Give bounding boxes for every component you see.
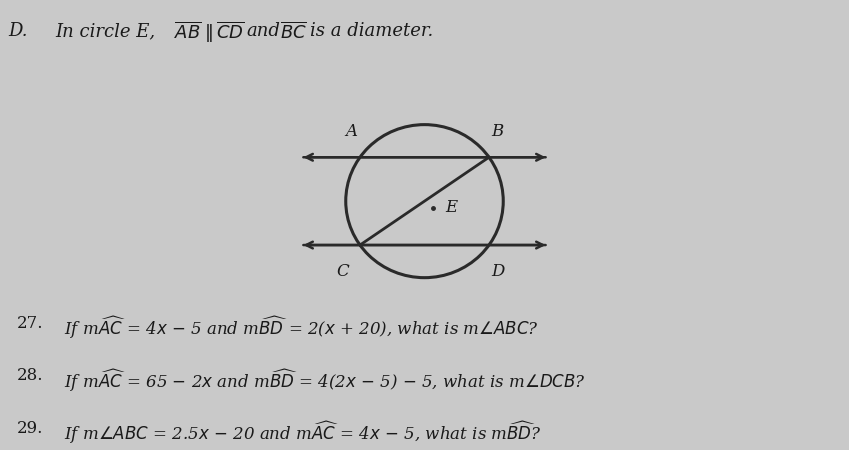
Text: D.: D. xyxy=(8,22,28,40)
Text: $\overline{CD}$: $\overline{CD}$ xyxy=(216,22,245,43)
Text: $\overline{BC}$: $\overline{BC}$ xyxy=(280,22,307,43)
Text: A: A xyxy=(346,123,357,140)
Text: If m$\widehat{AC}$ = 4$x$ $-$ 5 and m$\widehat{BD}$ = 2($x$ + 20), what is m$\an: If m$\widehat{AC}$ = 4$x$ $-$ 5 and m$\w… xyxy=(64,315,538,342)
Text: $\|$: $\|$ xyxy=(204,22,212,44)
Text: B: B xyxy=(492,123,503,140)
Text: 28.: 28. xyxy=(17,367,43,384)
Text: E: E xyxy=(446,199,458,216)
Text: 29.: 29. xyxy=(17,420,43,437)
Text: In circle E,: In circle E, xyxy=(55,22,155,40)
Text: and: and xyxy=(246,22,280,40)
Text: C: C xyxy=(337,262,350,279)
Text: is a diameter.: is a diameter. xyxy=(310,22,433,40)
Text: D: D xyxy=(491,262,504,279)
Text: If m$\angle ABC$ = 2.5$x$ $-$ 20 and m$\widehat{AC}$ = 4$x$ $-$ 5, what is m$\wi: If m$\angle ABC$ = 2.5$x$ $-$ 20 and m$\… xyxy=(64,420,542,446)
Text: $\overline{AB}$: $\overline{AB}$ xyxy=(174,22,202,43)
Text: 27.: 27. xyxy=(17,315,43,332)
Text: If m$\widehat{AC}$ = 65 $-$ 2$x$ and m$\widehat{BD}$ = 4(2$x$ $-$ 5) $-$ 5, what: If m$\widehat{AC}$ = 65 $-$ 2$x$ and m$\… xyxy=(64,367,586,394)
